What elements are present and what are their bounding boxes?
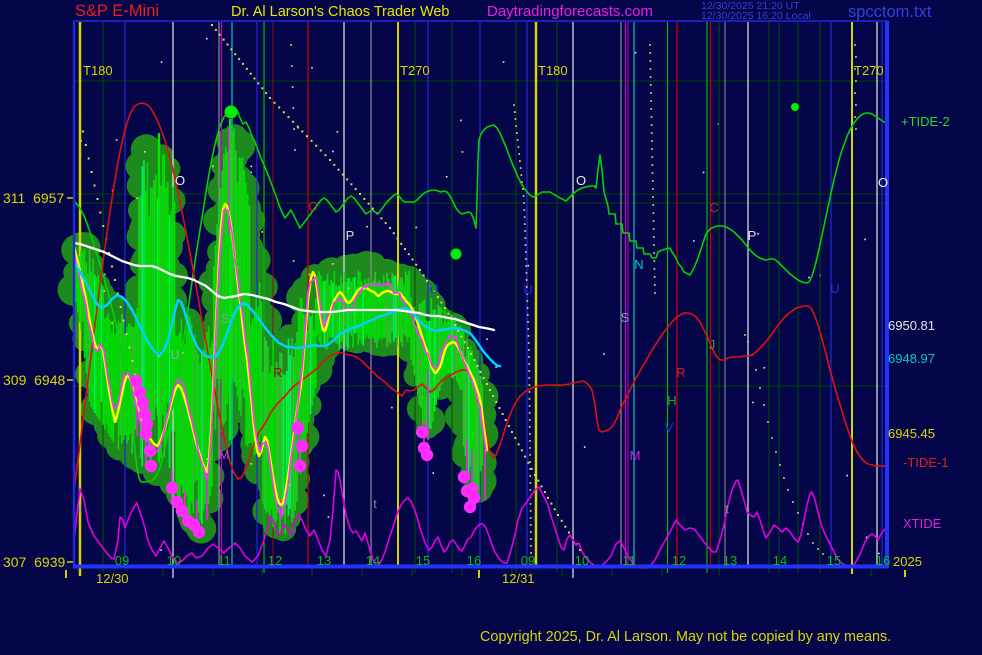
svg-text:U: U bbox=[523, 282, 532, 297]
svg-text:309 6948: 309 6948 bbox=[3, 372, 65, 388]
svg-text:+TIDE-2: +TIDE-2 bbox=[901, 114, 950, 129]
svg-text:Daytradingforecasts.com: Daytradingforecasts.com bbox=[487, 3, 653, 20]
svg-text:-TIDE-1: -TIDE-1 bbox=[903, 455, 949, 470]
svg-text:12: 12 bbox=[268, 553, 282, 568]
svg-text:16: 16 bbox=[876, 553, 890, 568]
svg-text:09: 09 bbox=[115, 553, 129, 568]
svg-text:T270: T270 bbox=[400, 63, 430, 78]
svg-text:U: U bbox=[171, 348, 180, 362]
svg-text:14: 14 bbox=[366, 553, 380, 568]
svg-text:C: C bbox=[709, 200, 718, 215]
svg-text:6948.97: 6948.97 bbox=[888, 351, 935, 366]
svg-text:t: t bbox=[78, 502, 82, 516]
svg-text:spcctom.txt: spcctom.txt bbox=[848, 3, 932, 21]
svg-text:T180: T180 bbox=[83, 63, 113, 78]
svg-text:C: C bbox=[308, 199, 317, 214]
svg-text:Copyright 2025, Dr. Al Larson.: Copyright 2025, Dr. Al Larson. May not b… bbox=[480, 629, 891, 645]
svg-text:11: 11 bbox=[622, 553, 636, 568]
svg-text:12: 12 bbox=[672, 553, 686, 568]
svg-text:R: R bbox=[273, 365, 282, 380]
svg-text:6950.81: 6950.81 bbox=[888, 318, 935, 333]
svg-text:T270: T270 bbox=[854, 63, 884, 78]
svg-text:P: P bbox=[346, 228, 355, 243]
svg-text:J: J bbox=[709, 337, 716, 352]
svg-text:11: 11 bbox=[217, 553, 231, 568]
svg-text:t: t bbox=[725, 502, 729, 516]
svg-text:O: O bbox=[878, 175, 888, 190]
svg-text:13: 13 bbox=[723, 553, 737, 568]
svg-text:14: 14 bbox=[773, 553, 787, 568]
svg-text:15: 15 bbox=[416, 553, 430, 568]
svg-text:P: P bbox=[748, 228, 757, 243]
svg-text:S: S bbox=[221, 311, 230, 326]
svg-text:XTIDE: XTIDE bbox=[903, 516, 942, 531]
svg-text:12/30/2025 16:20 Local: 12/30/2025 16:20 Local bbox=[701, 10, 811, 22]
svg-text:10: 10 bbox=[167, 553, 181, 568]
svg-text:15: 15 bbox=[827, 553, 841, 568]
svg-text:R: R bbox=[676, 365, 685, 380]
svg-text:T180: T180 bbox=[538, 63, 568, 78]
svg-text:12/30: 12/30 bbox=[96, 571, 129, 586]
svg-text:16: 16 bbox=[467, 553, 481, 568]
svg-text:M: M bbox=[630, 448, 641, 463]
svg-text:O: O bbox=[175, 173, 185, 188]
svg-text:N: N bbox=[232, 257, 241, 272]
svg-text:M: M bbox=[219, 447, 230, 462]
svg-text:09: 09 bbox=[521, 553, 535, 568]
svg-text:12/30/2025 21:20 UT: 12/30/2025 21:20 UT bbox=[701, 0, 800, 12]
svg-text:t: t bbox=[373, 497, 377, 511]
svg-text:S: S bbox=[621, 310, 630, 325]
svg-text:S&P E-Mini: S&P E-Mini bbox=[75, 2, 159, 20]
svg-text:2025: 2025 bbox=[893, 554, 922, 569]
svg-text:H: H bbox=[667, 393, 676, 408]
svg-text:12/31: 12/31 bbox=[502, 571, 535, 586]
svg-text:10: 10 bbox=[575, 553, 589, 568]
svg-text:V: V bbox=[665, 420, 674, 435]
svg-text:6945.45: 6945.45 bbox=[888, 426, 935, 441]
svg-text:13: 13 bbox=[317, 553, 331, 568]
svg-text:U: U bbox=[830, 281, 839, 296]
svg-text:O: O bbox=[576, 173, 586, 188]
svg-text:N: N bbox=[634, 257, 643, 272]
svg-text:307 6939: 307 6939 bbox=[3, 554, 65, 570]
svg-text:Dr. Al Larson's Chaos Trader W: Dr. Al Larson's Chaos Trader Web bbox=[231, 4, 450, 20]
svg-text:311 6957: 311 6957 bbox=[3, 190, 64, 206]
svg-text:U: U bbox=[429, 281, 438, 296]
